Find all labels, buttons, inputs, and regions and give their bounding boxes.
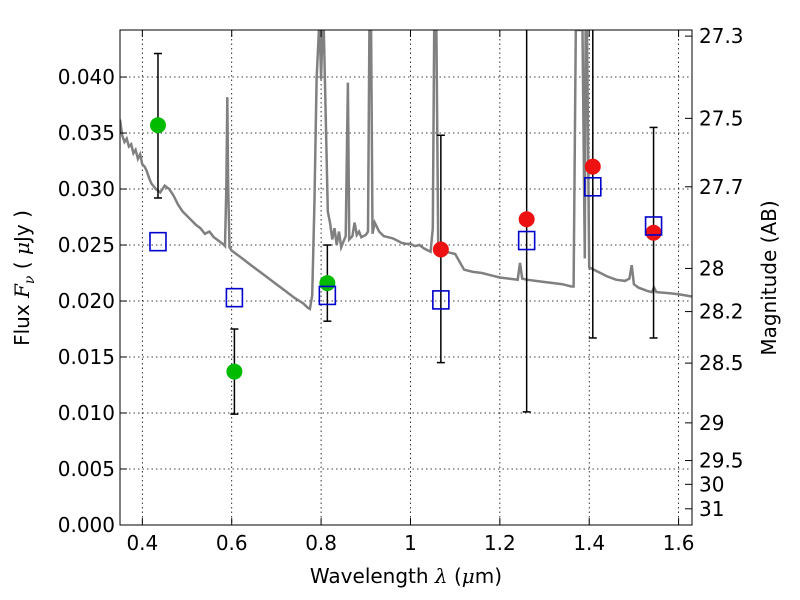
x-tick-label: 1 bbox=[404, 531, 417, 555]
grid bbox=[120, 30, 692, 526]
magnitude-tick-label: 28 bbox=[699, 256, 724, 280]
data-point-circle bbox=[319, 275, 336, 292]
x-axis-label-unit: ( bbox=[448, 564, 462, 588]
model-spectrum-layer bbox=[120, 30, 692, 311]
model-spectrum-line bbox=[120, 30, 692, 311]
y-axis-label-F: F bbox=[10, 283, 34, 299]
x-axis-ticks: 0.4 0.6 0.8 1 1.2 1.4 1.6 bbox=[126, 30, 695, 555]
magnitude-tick-label: 27.7 bbox=[699, 175, 744, 199]
magnitude-tick-label: 29.5 bbox=[699, 449, 744, 473]
data-point-square bbox=[432, 290, 450, 310]
x-axis-label: Wavelength λ (μm) bbox=[310, 564, 502, 588]
magnitude-axis-label: Magnitude (AB) bbox=[757, 200, 781, 355]
y-axis-ticks: 0.000 0.005 0.010 0.015 0.020 0.025 0.030 0.035… bbox=[58, 65, 127, 537]
y-axis-label-unit: Jy ) bbox=[10, 210, 34, 244]
x-tick-label: 1.6 bbox=[663, 531, 695, 555]
y-axis-label-nu: ν bbox=[22, 275, 38, 284]
data-point-square bbox=[583, 176, 602, 197]
marker-layer bbox=[149, 117, 663, 380]
y-tick-label: 0.000 bbox=[58, 513, 115, 537]
magnitude-tick-label: 28.2 bbox=[699, 300, 744, 324]
magnitude-tick-label: 31 bbox=[699, 497, 724, 521]
x-axis-label-lambda: λ bbox=[434, 564, 448, 588]
x-tick-label: 1.4 bbox=[573, 531, 605, 555]
y-tick-label: 0.015 bbox=[58, 345, 115, 369]
y-axis-label-text: Flux bbox=[10, 298, 34, 346]
x-tick-label: 0.4 bbox=[126, 531, 158, 555]
data-point-circle bbox=[518, 211, 535, 228]
y-tick-label: 0.005 bbox=[58, 457, 115, 481]
x-tick-label: 0.6 bbox=[216, 531, 248, 555]
data-point-circle bbox=[645, 224, 662, 241]
x-tick-label: 1.2 bbox=[484, 531, 516, 555]
y-axis-label-paren: ( bbox=[10, 255, 34, 276]
magnitude-tick-label: 30 bbox=[699, 472, 724, 496]
data-point-circle bbox=[432, 241, 449, 258]
magnitude-tick-label: 28.5 bbox=[699, 351, 744, 375]
y-tick-label: 0.040 bbox=[58, 65, 115, 89]
y-axis-label-mu: μ bbox=[10, 242, 34, 255]
y-tick-label: 0.020 bbox=[58, 289, 115, 313]
x-axis-label-unit-end: m) bbox=[475, 564, 502, 588]
data-point-circle bbox=[584, 158, 601, 175]
data-point-square bbox=[644, 216, 663, 236]
x-tick-label: 0.8 bbox=[305, 531, 337, 555]
y-tick-label: 0.030 bbox=[58, 177, 115, 201]
y-tick-label: 0.025 bbox=[58, 233, 115, 257]
data-point-square bbox=[149, 231, 167, 252]
magnitude-tick-label: 27.5 bbox=[699, 106, 744, 130]
y-tick-label: 0.010 bbox=[58, 401, 115, 425]
data-point-square bbox=[318, 285, 337, 306]
data-point-square bbox=[225, 287, 244, 308]
data-point-circle bbox=[149, 117, 166, 134]
y-axis-label: Flux Fν ( μJy ) bbox=[10, 210, 38, 346]
magnitude-tick-label: 27.3 bbox=[699, 24, 744, 48]
plot-frame bbox=[119, 29, 693, 526]
data-point-square bbox=[517, 230, 536, 251]
y-tick-label: 0.035 bbox=[58, 121, 115, 145]
x-axis-label-text: Wavelength bbox=[310, 564, 435, 588]
data-point-circle bbox=[226, 363, 243, 380]
magnitude-tick-label: 29 bbox=[699, 411, 724, 435]
x-axis-label-mu: μ bbox=[462, 564, 475, 588]
